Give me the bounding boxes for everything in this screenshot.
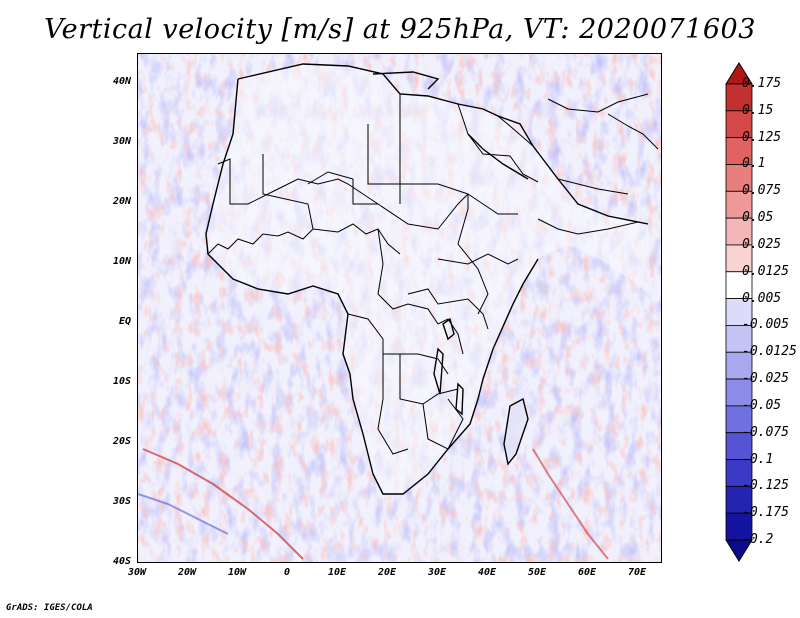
colorbar-tick-label: 0.15 [742,102,774,118]
latitude-label: 40S [112,556,131,567]
latitude-label: 40N [112,76,131,87]
colorbar-segment [725,512,753,541]
longitude-label: 30E [427,567,447,578]
madagascar [504,399,528,464]
longitude-label: 40E [477,567,497,578]
colorbar-tick-label: -0.0125 [742,344,797,360]
colorbar-segment [725,271,753,299]
colorbar-tick-label: -0.075 [742,424,789,440]
colorbar-tick-label: 0.125 [742,129,782,145]
latitude-label: EQ [118,316,131,327]
longitude-label: 50E [527,567,547,578]
plot-title: Vertical velocity [m/s] at 925hPa, VT: 2… [44,14,756,45]
latitude-label: 20N [112,196,131,207]
latitude-label: 10S [112,376,131,387]
frontal-bands [138,448,609,560]
colorbar-tick-label: 0.0125 [742,263,789,279]
longitude-label: 20E [377,567,397,578]
latitude-label: 30N [112,136,131,147]
velocity-field-map [138,54,661,562]
colorbar-segment [725,459,753,487]
longitude-label: 0 [283,567,291,578]
longitude-label: 10E [327,567,347,578]
colorbar-tick-label: -0.125 [742,478,789,494]
colorbar-segment [725,432,753,460]
longitude-label: 60E [577,567,597,578]
colorbar-segment [725,298,753,326]
colorbar-tick-label: -0.025 [742,371,789,387]
colorbar-tick-label: 0.075 [742,183,782,199]
credit-label: GrADS: IGES/COLA [6,603,93,613]
latitude-label: 20S [112,436,131,447]
colorbar-tick-label: -0.2 [742,532,774,547]
colorbar-min-arrow [725,539,753,562]
colorbar-tick-label: 0.1 [742,156,766,172]
colorbar-segment [725,244,753,273]
colorbar-segment [725,378,753,407]
landmass [206,64,650,494]
latitude-label: 10N [112,256,131,267]
map-panel [137,53,662,563]
colorbar-segment [725,325,753,353]
colorbar-segment [725,164,753,192]
latitude-label: 30S [112,496,131,507]
colorbar-segment [725,217,753,246]
colorbar-tick-label: -0.175 [742,505,789,521]
longitude-label: 30W [127,567,147,578]
colorbar-segment [725,351,753,380]
colorbar-tick-label: 0.05 [742,210,774,226]
colorbar-tick-label: 0.025 [742,236,782,252]
colorbar-segment [725,190,753,219]
colorbar-tick-label: -0.05 [742,397,782,413]
longitude-label: 70E [627,567,647,578]
colorbar-segment [725,110,753,139]
longitude-label: 10W [227,567,247,578]
longitude-label: 20W [177,567,197,578]
colorbar [725,62,753,562]
colorbar-tick-label: 0.175 [742,76,782,91]
colorbar-tick-label: -0.1 [742,451,774,467]
coastlines [205,63,649,495]
colorbar-tick-label: -0.005 [742,317,789,333]
colorbar-tick-label: 0.005 [742,290,782,306]
